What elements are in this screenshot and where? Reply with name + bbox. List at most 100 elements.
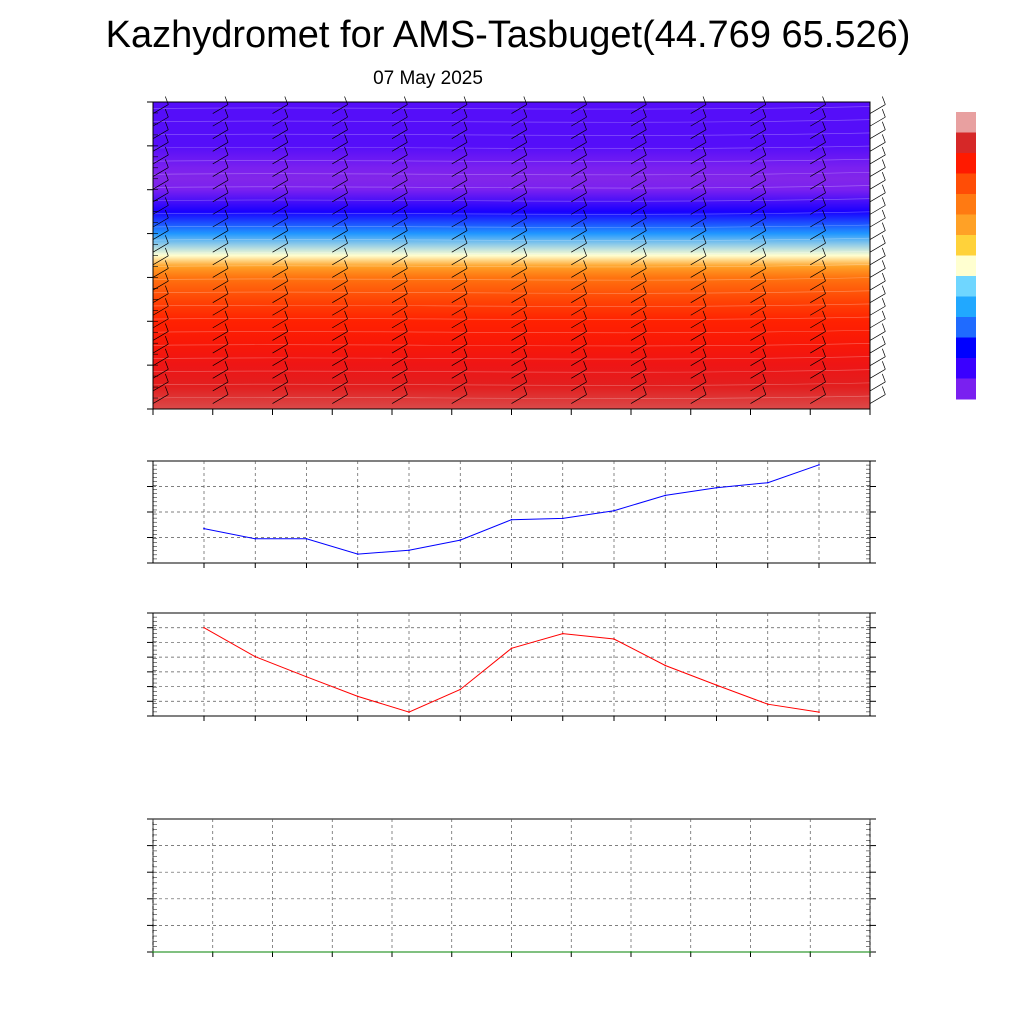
wind-barb (451, 142, 468, 152)
wind-barb (810, 217, 826, 228)
colorbar-swatch (956, 255, 976, 277)
wind-barb-flag (881, 108, 886, 118)
contour-line (152, 145, 871, 149)
wind-barb-flag (702, 235, 707, 244)
wind-barb (810, 179, 826, 190)
wind-barb (690, 293, 707, 303)
wind-barb (810, 356, 826, 366)
wind-barb (869, 318, 886, 329)
wind-barb (391, 142, 408, 152)
wind-barb (750, 142, 766, 152)
wind-barb (511, 129, 527, 140)
wind-barb-flag (642, 323, 647, 332)
temperature-colorbar (956, 112, 976, 400)
wind-barb (391, 205, 408, 215)
wind-barb (272, 255, 288, 266)
wind-barb (152, 381, 169, 392)
wind-barb-flag (762, 121, 767, 130)
data-point (152, 951, 154, 953)
wind-barb (391, 394, 408, 404)
wind-barb-flag (164, 134, 169, 143)
wind-barb-flag (523, 260, 528, 269)
data-point (305, 675, 308, 678)
wind-barb-flag (702, 272, 707, 282)
wind-barb (212, 280, 229, 291)
wind-barb-flag (463, 298, 468, 307)
wind-barb-flag (881, 184, 886, 193)
wind-barb (571, 179, 587, 190)
wind-barb (750, 305, 766, 316)
wind-barb-flag (583, 260, 587, 269)
wind-barb (750, 368, 766, 379)
wind-barb (869, 331, 886, 341)
wind-barb (332, 167, 348, 177)
wind-barb-flag (463, 197, 468, 206)
wind-barb-flag (762, 96, 767, 105)
wind-barb-flag (403, 335, 408, 345)
wind-barb (690, 255, 707, 266)
wind-barb (272, 167, 288, 177)
wind-barb (869, 293, 886, 303)
wind-barb-flag (702, 260, 707, 269)
wind-barb-flag (822, 172, 826, 181)
wind-barb (511, 217, 527, 228)
wind-barb (511, 293, 527, 303)
wind-barb-flag (642, 361, 647, 370)
wind-barb-flag (403, 260, 408, 269)
wind-barb-flag (702, 323, 707, 332)
wind-barb-flag (463, 260, 468, 269)
wind-barb-flag (881, 146, 886, 156)
wind-barb (152, 192, 169, 203)
wind-barb-flag (642, 197, 647, 206)
wind-barb (750, 179, 766, 190)
wind-barb-flag (284, 134, 289, 143)
wind-barb (152, 242, 169, 253)
wind-barb-flag (583, 146, 587, 156)
wind-barb (810, 192, 826, 203)
wind-barb (690, 394, 707, 404)
contour-line (152, 316, 871, 320)
wind-barb (152, 142, 169, 152)
contour-line (152, 237, 871, 241)
wind-barb-flag (224, 159, 229, 168)
wind-barb-flag (881, 348, 886, 357)
wind-barb-flag (881, 386, 886, 395)
wind-barb (690, 217, 707, 228)
contour-line (152, 106, 871, 110)
wind-barb (391, 255, 408, 266)
wind-barb (272, 242, 288, 253)
wind-barb-flag (642, 121, 647, 130)
wind-barb-flag (344, 235, 348, 244)
wind-barb (750, 331, 766, 341)
wind-barb-flag (284, 386, 289, 395)
wind-barb-flag (344, 373, 348, 383)
contour-line (152, 369, 871, 373)
contour-line (152, 211, 871, 215)
colorbar-swatch (956, 112, 976, 133)
wind-barb (630, 142, 647, 152)
data-point (391, 951, 393, 953)
wind-barb-flag (284, 285, 289, 294)
wind-barb-flag (403, 361, 408, 370)
wind-barb-flag (403, 222, 408, 231)
wind-barb (212, 192, 229, 203)
data-point (510, 647, 513, 650)
wind-barb (869, 179, 886, 190)
data-point (570, 951, 573, 953)
wind-barb-flag (523, 197, 528, 206)
wind-barb-flag (583, 386, 587, 395)
wind-barb-flag (284, 184, 289, 193)
wind-barb (810, 280, 826, 291)
wind-barb (451, 154, 468, 165)
wind-barb (332, 293, 348, 303)
wind-barb (690, 381, 707, 392)
wind-barb-flag (284, 197, 289, 206)
wind-barb-flag (702, 134, 707, 143)
wind-barb (511, 116, 527, 127)
wind-barb-flag (463, 184, 468, 193)
wind-barb-flag (463, 134, 468, 143)
wind-barb-flag (523, 134, 528, 143)
data-point (510, 951, 513, 953)
wind-barb (810, 116, 826, 127)
